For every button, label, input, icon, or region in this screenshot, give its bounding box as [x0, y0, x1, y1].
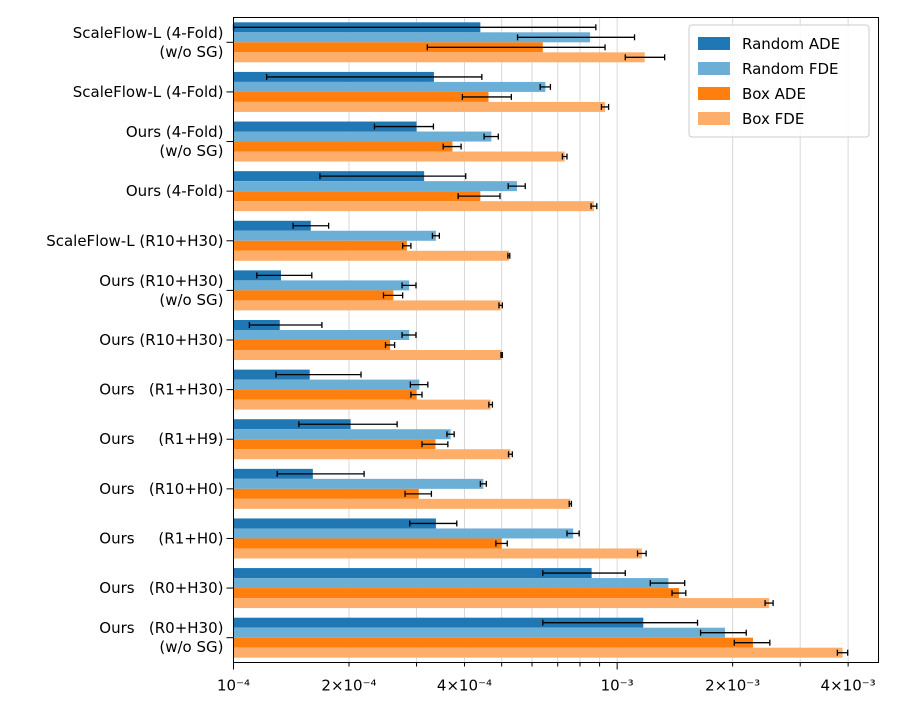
- legend-label: Box ADE: [742, 85, 806, 103]
- bar-box-ade: [233, 42, 543, 53]
- bar-box-ade: [233, 141, 453, 152]
- bar-random-fde: [233, 181, 517, 192]
- x-tick-label: 4×10⁻⁴: [437, 677, 492, 695]
- bar-box-fde: [233, 598, 770, 609]
- x-tick-label: 4×10⁻³: [821, 677, 876, 695]
- legend-swatch: [698, 37, 730, 50]
- bar-box-ade: [233, 588, 680, 599]
- category-label: ScaleFlow-L (R10+H30): [46, 232, 223, 250]
- bar-box-ade: [233, 240, 407, 251]
- bar-box-fde: [233, 300, 501, 311]
- bar-box-fde: [233, 548, 642, 559]
- bar-random-fde: [233, 429, 451, 440]
- bar-random-fde: [233, 230, 436, 241]
- category-label: Ours (R1+H30): [99, 381, 223, 399]
- category-label: Ours (4-Fold) (w/o SG): [126, 123, 224, 160]
- category-label: ScaleFlow-L (4-Fold) (w/o SG): [73, 24, 224, 61]
- bar-box-fde: [233, 647, 843, 658]
- bar-box-fde: [233, 350, 502, 360]
- bar-box-fde: [233, 449, 511, 460]
- category-label: Ours (R1+H9): [99, 430, 223, 448]
- x-axis: 10⁻⁴ 2×10⁻⁴ 4×10⁻⁴ 10⁻³ 2×10⁻³ 4×10⁻³: [217, 662, 876, 695]
- category-label: ScaleFlow-L (4-Fold): [73, 83, 224, 101]
- bar-random-fde: [233, 627, 725, 638]
- legend-swatch: [698, 87, 730, 100]
- category-label: Ours (R0+H30): [99, 579, 223, 597]
- bar-random-fde: [233, 528, 574, 539]
- bar-random-fde: [233, 379, 420, 390]
- x-tick-label: 2×10⁻³: [705, 677, 760, 695]
- bar-random-ade: [233, 468, 313, 479]
- category-label: Ours (R10+H30): [99, 331, 223, 349]
- category-label: Ours (R1+H0): [99, 529, 223, 547]
- bar-random-ade: [233, 518, 436, 529]
- bar-box-fde: [233, 151, 565, 162]
- bar-random-fde: [233, 131, 492, 142]
- legend-label: Random FDE: [742, 60, 839, 78]
- bar-box-ade: [233, 488, 419, 499]
- bar-random-ade: [233, 369, 310, 380]
- bar-box-ade: [233, 340, 391, 350]
- bar-random-fde: [233, 478, 484, 489]
- legend-label: Random ADE: [742, 35, 840, 53]
- y-axis: ScaleFlow-L (4-Fold) (w/o SG) ScaleFlow-L …: [46, 24, 234, 656]
- bar-box-fde: [233, 250, 509, 261]
- legend-swatch: [698, 112, 730, 125]
- bar-box-fde: [233, 399, 491, 410]
- bar-random-fde: [233, 330, 410, 340]
- category-label: Ours (4-Fold): [126, 182, 224, 200]
- category-label: Ours (R10+H30) (w/o SG): [99, 272, 223, 309]
- bar-box-ade: [233, 290, 394, 301]
- legend-label: Box FDE: [742, 110, 804, 128]
- bar-box-fde: [233, 52, 645, 63]
- bar-box-ade: [233, 91, 489, 102]
- bar-random-fde: [233, 578, 669, 589]
- legend-swatch: [698, 62, 730, 75]
- bar-random-fde: [233, 32, 591, 43]
- bar-random-fde: [233, 280, 410, 291]
- bar-random-ade: [233, 419, 351, 430]
- legend: Random ADE Random FDE Box ADE Box FDE: [688, 24, 870, 138]
- bar-box-fde: [233, 498, 571, 509]
- error-bars-group: [232, 24, 849, 656]
- bar-box-fde: [233, 201, 594, 212]
- bar-box-fde: [233, 101, 606, 112]
- bar-box-ade: [233, 637, 753, 648]
- bar-random-fde: [233, 81, 546, 92]
- bar-box-ade: [233, 389, 417, 400]
- x-tick-label: 10⁻⁴: [217, 677, 250, 695]
- category-label: Ours (R10+H0): [99, 480, 223, 498]
- bar-box-ade: [233, 538, 502, 549]
- bar-box-ade: [233, 191, 481, 202]
- legend-box: [688, 24, 870, 138]
- bar-random-ade: [233, 568, 592, 579]
- bar-random-ade: [233, 617, 644, 628]
- category-label: Ours (R0+H30) (w/o SG): [99, 619, 223, 656]
- x-tick-label: 2×10⁻⁴: [321, 677, 376, 695]
- bar-random-ade: [233, 220, 311, 231]
- bar-random-ade: [233, 121, 417, 132]
- bar-box-ade: [233, 439, 436, 450]
- x-tick-label: 10⁻³: [601, 677, 634, 695]
